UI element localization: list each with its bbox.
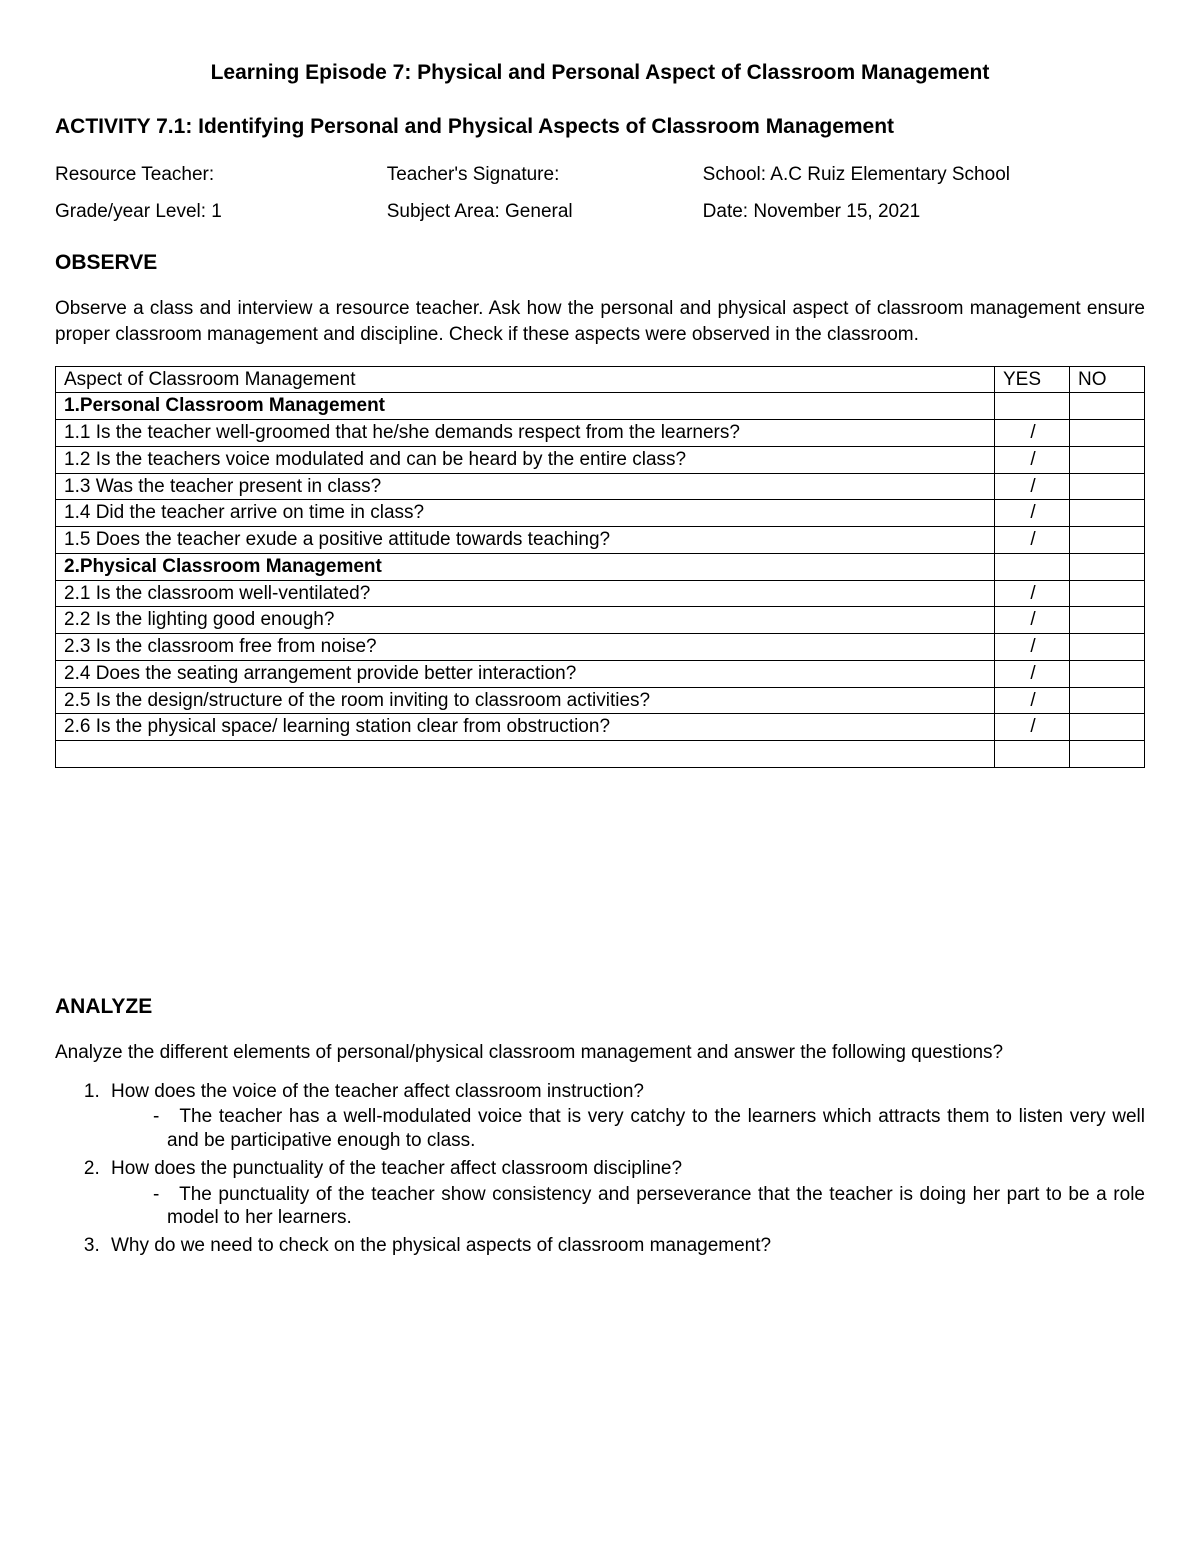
table-row: 2.3 Is the classroom free from noise?/ [56,634,1145,661]
yes-cell: / [995,420,1070,447]
list-item: How does the punctuality of the teacher … [105,1157,1145,1230]
yes-cell: / [995,687,1070,714]
aspect-cell: 2.5 Is the design/structure of the room … [56,687,995,714]
table-row [56,741,1145,768]
yes-cell: / [995,607,1070,634]
yes-cell [995,553,1070,580]
yes-cell: / [995,527,1070,554]
aspect-cell: 2.4 Does the seating arrangement provide… [56,660,995,687]
analyze-header: ANALYZE [55,994,1145,1020]
aspect-cell: 1.1 Is the teacher well-groomed that he/… [56,420,995,447]
aspect-cell: 1.2 Is the teachers voice modulated and … [56,446,995,473]
table-row: 1.Personal Classroom Management [56,393,1145,420]
table-row: 2.2 Is the lighting good enough?/ [56,607,1145,634]
aspect-cell: 2.6 Is the physical space/ learning stat… [56,714,995,741]
aspect-cell: 2.Physical Classroom Management [56,553,995,580]
list-item: How does the voice of the teacher affect… [105,1080,1145,1153]
checklist-table: Aspect of Classroom Management YES NO 1.… [55,366,1145,768]
no-cell [1070,553,1145,580]
no-cell [1070,607,1145,634]
page-title: Learning Episode 7: Physical and Persona… [55,60,1145,86]
yes-cell [995,741,1070,768]
info-row-1: Resource Teacher: Teacher's Signature: S… [55,163,1145,187]
question-text: How does the voice of the teacher affect… [111,1080,1145,1104]
observe-paragraph: Observe a class and interview a resource… [55,296,1145,347]
table-row: 2.6 Is the physical space/ learning stat… [56,714,1145,741]
table-row: 2.Physical Classroom Management [56,553,1145,580]
aspect-cell: 2.2 Is the lighting good enough? [56,607,995,634]
yes-cell: / [995,580,1070,607]
aspect-cell: 2.1 Is the classroom well-ventilated? [56,580,995,607]
aspect-cell: 2.3 Is the classroom free from noise? [56,634,995,661]
table-row: 1.2 Is the teachers voice modulated and … [56,446,1145,473]
aspect-cell: 1.3 Was the teacher present in class? [56,473,995,500]
col-no-header: NO [1070,366,1145,393]
analyze-paragraph: Analyze the different elements of person… [55,1040,1145,1066]
resource-teacher: Resource Teacher: [55,163,387,187]
yes-cell: / [995,446,1070,473]
table-row: 2.1 Is the classroom well-ventilated?/ [56,580,1145,607]
yes-cell: / [995,634,1070,661]
info-row-2: Grade/year Level: 1 Subject Area: Genera… [55,200,1145,224]
no-cell [1070,473,1145,500]
date: Date: November 15, 2021 [703,200,1145,224]
teacher-signature: Teacher's Signature: [387,163,703,187]
observe-header: OBSERVE [55,250,1145,276]
table-header-row: Aspect of Classroom Management YES NO [56,366,1145,393]
no-cell [1070,687,1145,714]
question-text: How does the punctuality of the teacher … [111,1157,1145,1181]
no-cell [1070,393,1145,420]
answer-text: The teacher has a well-modulated voice t… [111,1105,1145,1153]
answer-text: The punctuality of the teacher show cons… [111,1183,1145,1231]
no-cell [1070,714,1145,741]
col-yes-header: YES [995,366,1070,393]
table-row: 1.5 Does the teacher exude a positive at… [56,527,1145,554]
no-cell [1070,660,1145,687]
no-cell [1070,527,1145,554]
yes-cell: / [995,473,1070,500]
table-row: 2.5 Is the design/structure of the room … [56,687,1145,714]
aspect-cell [56,741,995,768]
no-cell [1070,446,1145,473]
yes-cell: / [995,660,1070,687]
no-cell [1070,580,1145,607]
table-row: 2.4 Does the seating arrangement provide… [56,660,1145,687]
school: School: A.C Ruiz Elementary School [703,163,1145,187]
col-aspect-header: Aspect of Classroom Management [56,366,995,393]
table-row: 1.4 Did the teacher arrive on time in cl… [56,500,1145,527]
no-cell [1070,741,1145,768]
aspect-cell: 1.Personal Classroom Management [56,393,995,420]
no-cell [1070,500,1145,527]
yes-cell: / [995,500,1070,527]
no-cell [1070,634,1145,661]
yes-cell: / [995,714,1070,741]
question-text: Why do we need to check on the physical … [111,1234,1145,1258]
grade-level: Grade/year Level: 1 [55,200,387,224]
no-cell [1070,420,1145,447]
subject-area: Subject Area: General [387,200,703,224]
table-row: 1.3 Was the teacher present in class?/ [56,473,1145,500]
table-row: 1.1 Is the teacher well-groomed that he/… [56,420,1145,447]
aspect-cell: 1.4 Did the teacher arrive on time in cl… [56,500,995,527]
list-item: Why do we need to check on the physical … [105,1234,1145,1258]
question-list: How does the voice of the teacher affect… [55,1080,1145,1258]
activity-subtitle: ACTIVITY 7.1: Identifying Personal and P… [55,114,1145,140]
aspect-cell: 1.5 Does the teacher exude a positive at… [56,527,995,554]
yes-cell [995,393,1070,420]
